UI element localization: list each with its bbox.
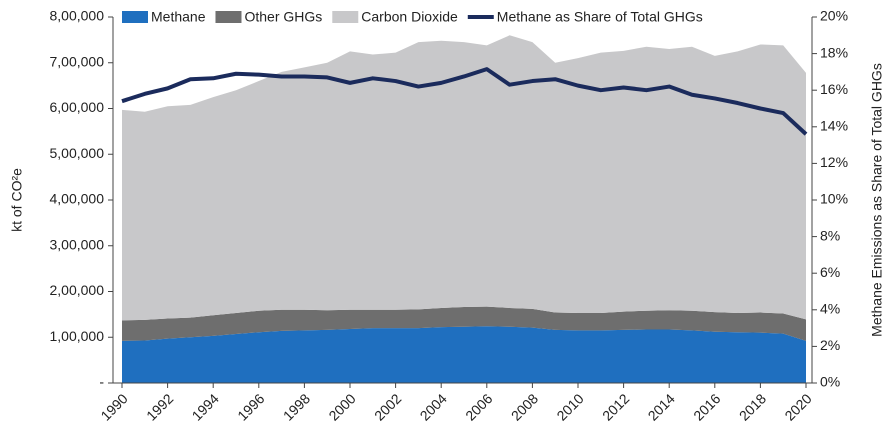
x-tick-label: 2008 bbox=[508, 390, 541, 423]
x-tick-label: 1990 bbox=[97, 390, 130, 423]
area bbox=[122, 306, 806, 341]
y-tick-label: - bbox=[99, 374, 104, 390]
x-tick-label: 2020 bbox=[781, 390, 814, 423]
y2-tick-label: 0% bbox=[820, 374, 840, 390]
y2-tick-label: 16% bbox=[820, 81, 848, 97]
y2-tick-label: 12% bbox=[820, 154, 848, 170]
y2-tick-label: 6% bbox=[820, 264, 840, 280]
y-tick-label: 4,00,000 bbox=[50, 191, 105, 207]
x-tick-label: 2006 bbox=[462, 390, 495, 423]
y-tick-label: 3,00,000 bbox=[50, 236, 105, 252]
y-tick-label: 2,00,000 bbox=[50, 282, 105, 298]
legend-label: Methane as Share of Total GHGs bbox=[497, 9, 703, 25]
y-tick-label: 6,00,000 bbox=[50, 99, 105, 115]
area bbox=[122, 326, 806, 383]
x-tick-label: 1998 bbox=[280, 390, 313, 423]
legend-swatch bbox=[215, 11, 242, 23]
y2-tick-label: 4% bbox=[820, 301, 840, 317]
y-tick-label: 8,00,000 bbox=[50, 8, 105, 24]
y2-tick-label: 20% bbox=[820, 8, 848, 24]
y2-axis-title: Methane Emissions as Share of Total GHGs bbox=[869, 63, 885, 337]
x-tick-label: 1996 bbox=[234, 390, 267, 423]
x-tick-label: 2010 bbox=[553, 390, 586, 423]
y-tick-label: 7,00,000 bbox=[50, 53, 105, 69]
x-tick-label: 2014 bbox=[645, 390, 678, 423]
legend-swatch bbox=[332, 11, 359, 23]
legend-label: Carbon Dioxide bbox=[361, 9, 458, 25]
area bbox=[122, 35, 806, 321]
x-tick-label: 2016 bbox=[690, 390, 723, 423]
x-tick-label: 1992 bbox=[143, 390, 176, 423]
y-axis-title: kt of CO²e bbox=[9, 168, 25, 232]
legend-swatch bbox=[122, 11, 148, 23]
x-tick-label: 1994 bbox=[189, 390, 222, 423]
y2-tick-label: 14% bbox=[820, 118, 848, 134]
y-tick-label: 1,00,000 bbox=[50, 328, 105, 344]
x-tick-label: 2002 bbox=[371, 390, 404, 423]
legend-label: Other GHGs bbox=[244, 9, 322, 25]
x-tick-label: 2018 bbox=[736, 390, 769, 423]
y2-tick-label: 18% bbox=[820, 44, 848, 60]
y2-tick-label: 2% bbox=[820, 337, 840, 353]
y2-tick-label: 10% bbox=[820, 191, 848, 207]
x-tick-label: 2000 bbox=[325, 390, 358, 423]
y2-tick-label: 8% bbox=[820, 227, 840, 243]
line bbox=[121, 67, 808, 136]
legend-label: Methane bbox=[151, 9, 206, 25]
x-tick-label: 2004 bbox=[417, 390, 450, 423]
x-tick-label: 2012 bbox=[599, 390, 632, 423]
y-tick-label: 5,00,000 bbox=[50, 145, 105, 161]
